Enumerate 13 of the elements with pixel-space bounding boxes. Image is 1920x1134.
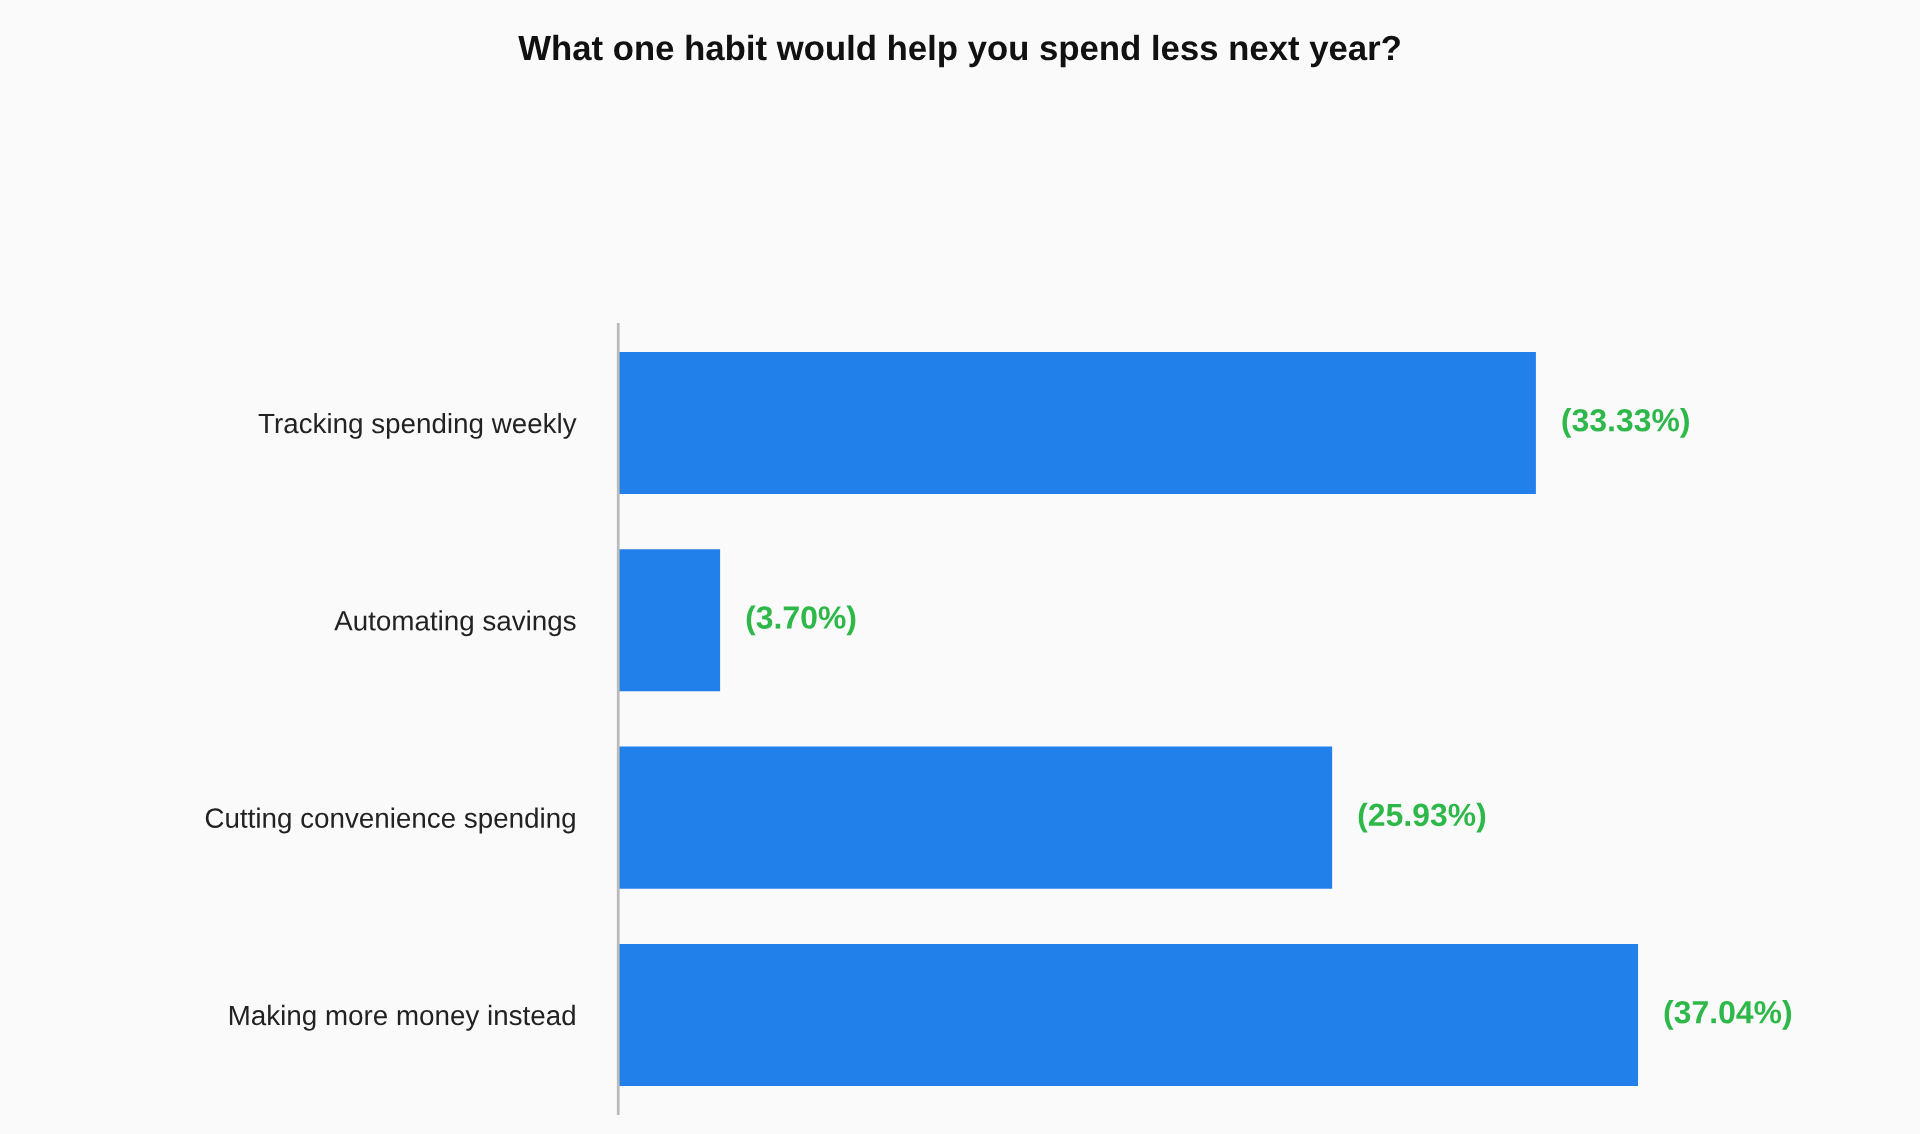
bar: [618, 746, 1333, 889]
data-label: (3.70%): [746, 605, 856, 636]
data-label: (25.93%): [1358, 802, 1486, 833]
data-label: (37.04%): [1664, 1000, 1792, 1030]
bar: [618, 549, 721, 692]
y-tick-label: Making more money instead: [229, 1004, 575, 1031]
chart-title: What one habit would help you spend less next year?: [518, 34, 1400, 68]
y-tick-label: Cutting convenience spending: [205, 807, 575, 834]
bar: [618, 943, 1639, 1086]
y-tick-label: Automating savings: [334, 610, 576, 637]
bar: [618, 351, 1536, 495]
y-tick-label: Tracking spending weekly: [258, 412, 577, 439]
data-label: (33.33%): [1562, 408, 1689, 438]
